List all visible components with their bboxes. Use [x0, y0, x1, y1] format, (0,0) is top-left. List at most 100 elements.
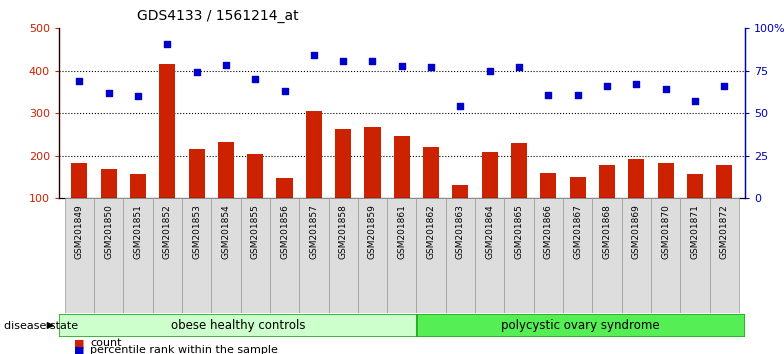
Bar — [681, 198, 710, 313]
Point — [513, 64, 525, 69]
Bar — [182, 198, 211, 313]
Bar — [94, 198, 123, 313]
Point — [249, 76, 262, 82]
Point — [718, 83, 731, 89]
Bar — [593, 198, 622, 313]
Bar — [416, 198, 446, 313]
Bar — [475, 198, 504, 313]
Text: GSM201853: GSM201853 — [192, 204, 201, 259]
Bar — [563, 198, 593, 313]
Text: GSM201851: GSM201851 — [133, 204, 143, 259]
Bar — [423, 147, 439, 241]
Bar — [365, 127, 380, 241]
Bar — [504, 198, 534, 313]
Text: GSM201863: GSM201863 — [456, 204, 465, 259]
Text: GSM201861: GSM201861 — [397, 204, 406, 259]
Point — [395, 63, 408, 69]
Bar — [417, 314, 745, 337]
Bar — [658, 164, 673, 241]
Bar — [328, 198, 358, 313]
Point — [73, 79, 85, 84]
Bar — [218, 142, 234, 241]
Bar — [159, 64, 176, 241]
Bar — [687, 174, 703, 241]
Text: GSM201865: GSM201865 — [514, 204, 524, 259]
Point — [630, 81, 643, 87]
Point — [103, 91, 115, 96]
Bar — [599, 165, 615, 241]
Text: polycystic ovary syndrome: polycystic ovary syndrome — [502, 319, 660, 332]
Point — [484, 68, 496, 74]
Point — [220, 62, 232, 68]
Point — [542, 92, 554, 97]
Text: GSM201849: GSM201849 — [74, 204, 84, 259]
Bar — [628, 159, 644, 241]
Bar — [270, 198, 299, 313]
Bar — [71, 164, 87, 241]
Text: GSM201854: GSM201854 — [221, 204, 230, 259]
Point — [337, 59, 350, 64]
Text: GSM201872: GSM201872 — [720, 204, 729, 259]
Bar — [188, 149, 205, 241]
Bar — [570, 177, 586, 241]
Bar — [717, 165, 732, 241]
Text: count: count — [90, 338, 122, 348]
Bar — [540, 173, 557, 241]
Bar — [511, 143, 527, 241]
Text: GSM201871: GSM201871 — [691, 204, 699, 259]
Text: GSM201859: GSM201859 — [368, 204, 377, 259]
Text: ■: ■ — [74, 346, 85, 354]
Text: GSM201857: GSM201857 — [310, 204, 318, 259]
Bar — [64, 198, 94, 313]
Text: disease state: disease state — [4, 320, 78, 331]
Point — [688, 98, 701, 104]
Text: GSM201856: GSM201856 — [280, 204, 289, 259]
Bar — [130, 174, 146, 241]
Bar — [241, 198, 270, 313]
Bar — [100, 169, 117, 241]
Text: GSM201852: GSM201852 — [163, 204, 172, 259]
Text: percentile rank within the sample: percentile rank within the sample — [90, 346, 278, 354]
Point — [278, 88, 291, 94]
Bar — [247, 154, 263, 241]
Bar — [710, 198, 739, 313]
Text: GSM201868: GSM201868 — [603, 204, 612, 259]
Bar — [299, 198, 328, 313]
Point — [307, 52, 320, 58]
Text: GSM201866: GSM201866 — [544, 204, 553, 259]
Bar — [651, 198, 681, 313]
Text: GSM201864: GSM201864 — [485, 204, 494, 259]
Bar — [622, 198, 651, 313]
Bar — [358, 198, 387, 313]
Point — [572, 92, 584, 97]
Point — [132, 93, 144, 99]
Text: GSM201855: GSM201855 — [251, 204, 260, 259]
Bar — [59, 314, 417, 337]
Bar — [211, 198, 241, 313]
Bar — [153, 198, 182, 313]
Text: ■: ■ — [74, 338, 85, 348]
Point — [601, 83, 613, 89]
Point — [659, 86, 672, 92]
Bar — [446, 198, 475, 313]
Text: GSM201862: GSM201862 — [426, 204, 436, 259]
Point — [191, 69, 203, 74]
Bar — [277, 178, 292, 241]
Point — [454, 103, 466, 109]
Text: GSM201867: GSM201867 — [573, 204, 583, 259]
Text: GSM201858: GSM201858 — [339, 204, 347, 259]
Bar — [306, 111, 322, 241]
Point — [161, 42, 173, 47]
Text: GSM201850: GSM201850 — [104, 204, 113, 259]
Point — [425, 64, 437, 70]
Bar — [387, 198, 416, 313]
Text: GSM201869: GSM201869 — [632, 204, 641, 259]
Bar — [452, 185, 469, 241]
Bar — [335, 130, 351, 241]
Text: obese healthy controls: obese healthy controls — [170, 319, 305, 332]
Text: GDS4133 / 1561214_at: GDS4133 / 1561214_at — [137, 9, 299, 23]
Bar — [481, 152, 498, 241]
Bar — [123, 198, 153, 313]
Text: GSM201870: GSM201870 — [661, 204, 670, 259]
Point — [366, 59, 379, 64]
